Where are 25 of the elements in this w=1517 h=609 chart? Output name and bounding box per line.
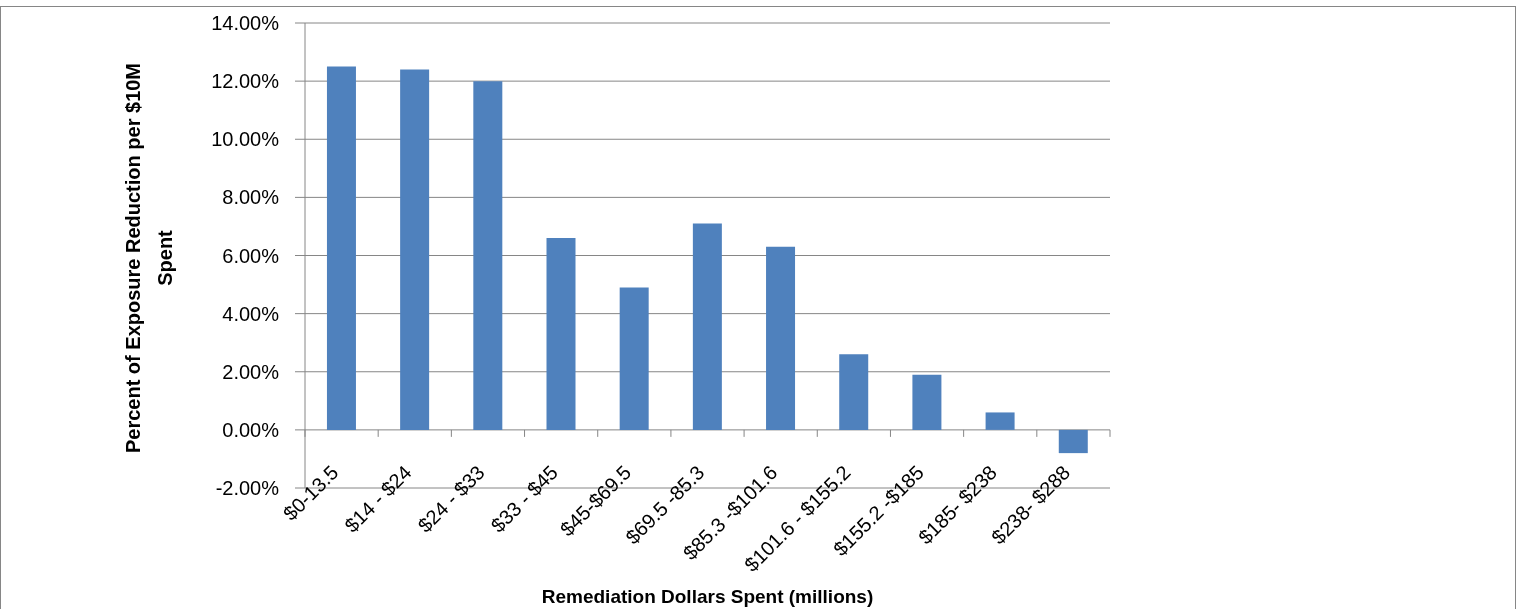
bar [619, 287, 649, 430]
bar [473, 81, 503, 430]
bar [546, 238, 576, 430]
y-tick-label: 2.00% [222, 360, 280, 383]
y-tick-label: 4.00% [222, 302, 280, 325]
y-tick-label: 6.00% [222, 244, 280, 267]
x-tick-label: $14 - $24 [340, 461, 416, 537]
bar [766, 246, 796, 430]
bar [985, 412, 1015, 430]
x-axis-title: Remediation Dollars Spent (millions) [541, 586, 874, 607]
y-tick-label: 12.00% [211, 70, 280, 93]
bar [326, 66, 356, 430]
y-tick-label: 8.00% [222, 186, 280, 209]
x-tick-label: $24 - $33 [413, 461, 489, 537]
y-tick-label: -2.00% [215, 477, 280, 500]
bar [912, 374, 942, 430]
bar [400, 69, 430, 430]
y-tick-label: 10.00% [211, 128, 280, 151]
y-tick-label: 0.00% [222, 418, 280, 441]
y-axis-title: Percent of Exposure Reduction per $10M Spent [121, 61, 177, 456]
bar [839, 354, 869, 430]
x-tick-label: $33 - $45 [486, 461, 562, 537]
bar [1058, 429, 1088, 454]
y-tick-label: 14.00% [211, 12, 280, 35]
bar [692, 223, 722, 430]
